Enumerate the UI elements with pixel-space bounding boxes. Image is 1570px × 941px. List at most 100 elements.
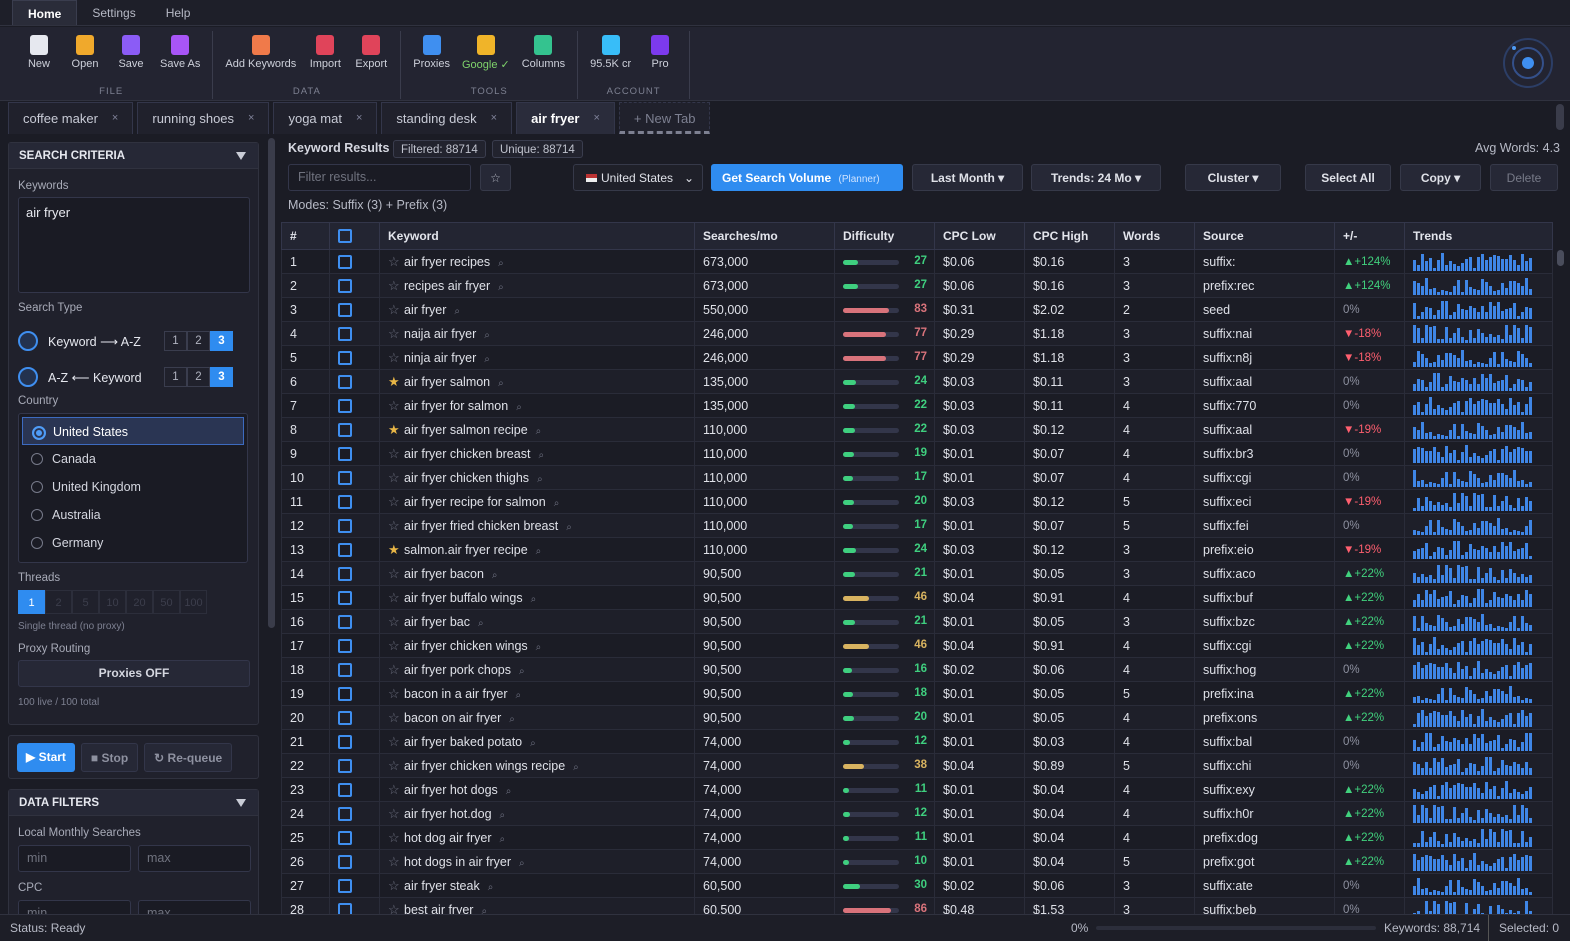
star[interactable]: ☆ — [388, 445, 400, 461]
tab[interactable]: coffee maker × — [8, 102, 134, 134]
row-checkbox[interactable] — [338, 662, 352, 677]
row-checkbox[interactable] — [338, 494, 352, 509]
table-row[interactable]: 2 ☆ recipes air fryer ⌕ 673,000 27 $0.06 $0.16 3… — [281, 273, 1553, 298]
menu-item[interactable]: Help — [165, 6, 191, 20]
ribbon-button[interactable]: Add Keywords — [221, 31, 300, 70]
tab-close[interactable]: × — [111, 112, 119, 124]
row-checkbox[interactable] — [338, 638, 352, 653]
ribbon-button[interactable]: Open — [64, 31, 106, 70]
ribbon-button[interactable]: Columns — [518, 31, 569, 71]
country-option[interactable]: United States — [22, 417, 244, 445]
star[interactable]: ☆ — [388, 877, 400, 893]
table-row[interactable]: 19 ☆ bacon in a air fryer ⌕ 90,500 18 $0.01 $0.… — [281, 681, 1553, 706]
row-checkbox[interactable] — [338, 350, 352, 365]
level-button[interactable]: 2 — [187, 367, 210, 387]
country-option[interactable]: Canada — [22, 445, 244, 473]
table-row[interactable]: 11 ☆ air fryer recipe for salmon ⌕ 110,000 20… — [281, 489, 1553, 514]
search-icon[interactable]: ⌕ — [478, 617, 484, 629]
search-volume-button[interactable]: Get Search Volume (Planner) — [711, 164, 903, 191]
thread-option[interactable]: 10 — [99, 590, 126, 614]
toolbar-button[interactable]: Copy ▾ — [1400, 164, 1481, 191]
table-row[interactable]: 27 ☆ air fryer steak ⌕ 60,500 30 $0.02 $0.06 3 su… — [281, 873, 1553, 898]
column-header[interactable]: Source — [1194, 222, 1335, 250]
table-row[interactable]: 28 ☆ best air fryer ⌕ 60,500 86 $0.48 $1.53 3 suf… — [281, 897, 1553, 915]
star[interactable]: ☆ — [388, 901, 400, 915]
control-button[interactable]: ▶ Start — [17, 743, 75, 772]
row-checkbox[interactable] — [338, 374, 352, 389]
search-icon[interactable]: ⌕ — [491, 569, 498, 581]
power-toggle[interactable] — [18, 367, 38, 387]
ribbon-button[interactable]: 95.5K cr — [586, 31, 635, 70]
level-button[interactable]: 1 — [164, 367, 187, 387]
new-tab[interactable]: + New Tab — [618, 102, 711, 134]
select-all-checkbox[interactable] — [338, 229, 352, 244]
star[interactable]: ☆ — [388, 661, 400, 677]
table-row[interactable]: 9 ☆ air fryer chicken breast ⌕ 110,000 19 $0.0… — [281, 441, 1553, 466]
row-checkbox[interactable] — [338, 518, 352, 533]
table-row[interactable]: 22 ☆ air fryer chicken wings recipe ⌕ 74,000… — [281, 753, 1553, 778]
tab-close[interactable]: × — [593, 112, 600, 124]
search-icon[interactable]: ⌕ — [499, 833, 506, 845]
control-button[interactable]: ■ Stop — [80, 743, 139, 772]
star[interactable]: ☆ — [388, 757, 400, 773]
star[interactable]: ☆ — [388, 253, 400, 269]
row-checkbox[interactable] — [338, 878, 352, 893]
row-checkbox[interactable] — [338, 902, 352, 914]
search-icon[interactable]: ⌕ — [566, 521, 572, 533]
column-header[interactable]: Searches/mo — [694, 222, 835, 250]
tab[interactable]: standing desk × — [381, 102, 513, 134]
search-icon[interactable]: ⌕ — [484, 329, 490, 341]
tab-close[interactable]: × — [248, 112, 255, 124]
search-icon[interactable]: ⌕ — [487, 881, 494, 893]
country-option[interactable]: Germany — [22, 529, 244, 557]
toolbar-button[interactable]: Trends: 24 Mo ▾ — [1031, 164, 1161, 191]
search-icon[interactable]: ⌕ — [530, 593, 537, 605]
search-icon[interactable]: ⌕ — [454, 305, 460, 317]
star[interactable]: ★ — [388, 541, 400, 557]
star[interactable]: ☆ — [388, 733, 400, 749]
column-header[interactable] — [329, 222, 380, 250]
star[interactable]: ☆ — [388, 325, 400, 341]
tab-close[interactable]: × — [490, 112, 498, 124]
table-row[interactable]: 23 ☆ air fryer hot dogs ⌕ 74,000 11 $0.01 $0.04… — [281, 777, 1553, 802]
table-row[interactable]: 6 ★ air fryer salmon ⌕ 135,000 24 $0.03 $0.11 3 s… — [281, 369, 1553, 394]
table-row[interactable]: 13 ★ salmon.air fryer recipe ⌕ 110,000 24 $0.0… — [281, 537, 1553, 562]
ribbon-button[interactable]: Pro — [639, 31, 681, 70]
star[interactable]: ☆ — [388, 469, 400, 485]
ribbon-button[interactable]: Export — [350, 31, 392, 70]
search-icon[interactable]: ⌕ — [518, 665, 525, 677]
filter-input[interactable]: min — [18, 845, 131, 872]
row-checkbox[interactable] — [338, 686, 352, 701]
table-row[interactable]: 24 ☆ air fryer hot.dog ⌕ 74,000 12 $0.01 $0.04 4… — [281, 801, 1553, 826]
table-row[interactable]: 17 ☆ air fryer chicken wings ⌕ 90,500 46 $0.04… — [281, 633, 1553, 658]
search-icon[interactable]: ⌕ — [484, 353, 490, 365]
toolbar-button[interactable]: Delete — [1490, 164, 1558, 191]
star[interactable]: ★ — [388, 421, 400, 437]
level-button[interactable]: 1 — [164, 331, 187, 351]
search-icon[interactable]: ⌕ — [535, 425, 542, 437]
column-header[interactable]: CPC High — [1024, 222, 1115, 250]
search-icon[interactable]: ⌕ — [498, 257, 504, 269]
control-button[interactable]: ↻ Re-queue — [144, 743, 233, 772]
ribbon-button[interactable]: New — [18, 31, 60, 70]
toolbar-button[interactable]: Select All — [1305, 164, 1391, 191]
row-checkbox[interactable] — [338, 566, 352, 581]
search-icon[interactable]: ⌕ — [537, 473, 543, 485]
proxy-button[interactable]: Proxies OFF — [18, 660, 250, 687]
row-checkbox[interactable] — [338, 782, 352, 797]
star[interactable]: ☆ — [388, 493, 400, 509]
star[interactable]: ☆ — [388, 397, 400, 413]
column-header[interactable]: Difficulty — [834, 222, 935, 250]
table-row[interactable]: 12 ☆ air fryer fried chicken breast ⌕ 110,00… — [281, 513, 1553, 538]
star[interactable]: ☆ — [388, 685, 400, 701]
country-option[interactable]: Australia — [22, 501, 244, 529]
star[interactable]: ☆ — [388, 277, 400, 293]
menu-item[interactable]: Home — [12, 0, 78, 25]
table-row[interactable]: 5 ☆ ninja air fryer ⌕ 246,000 77 $0.29 $1.18 3 su… — [281, 345, 1553, 370]
ribbon-button[interactable]: Google ✓ — [458, 31, 514, 71]
filter-input[interactable]: max — [138, 845, 251, 872]
row-checkbox[interactable] — [338, 854, 352, 869]
tab[interactable]: running shoes × — [137, 102, 270, 134]
country-option[interactable]: United Kingdom — [22, 473, 244, 501]
thread-option[interactable]: 50 — [153, 590, 180, 614]
